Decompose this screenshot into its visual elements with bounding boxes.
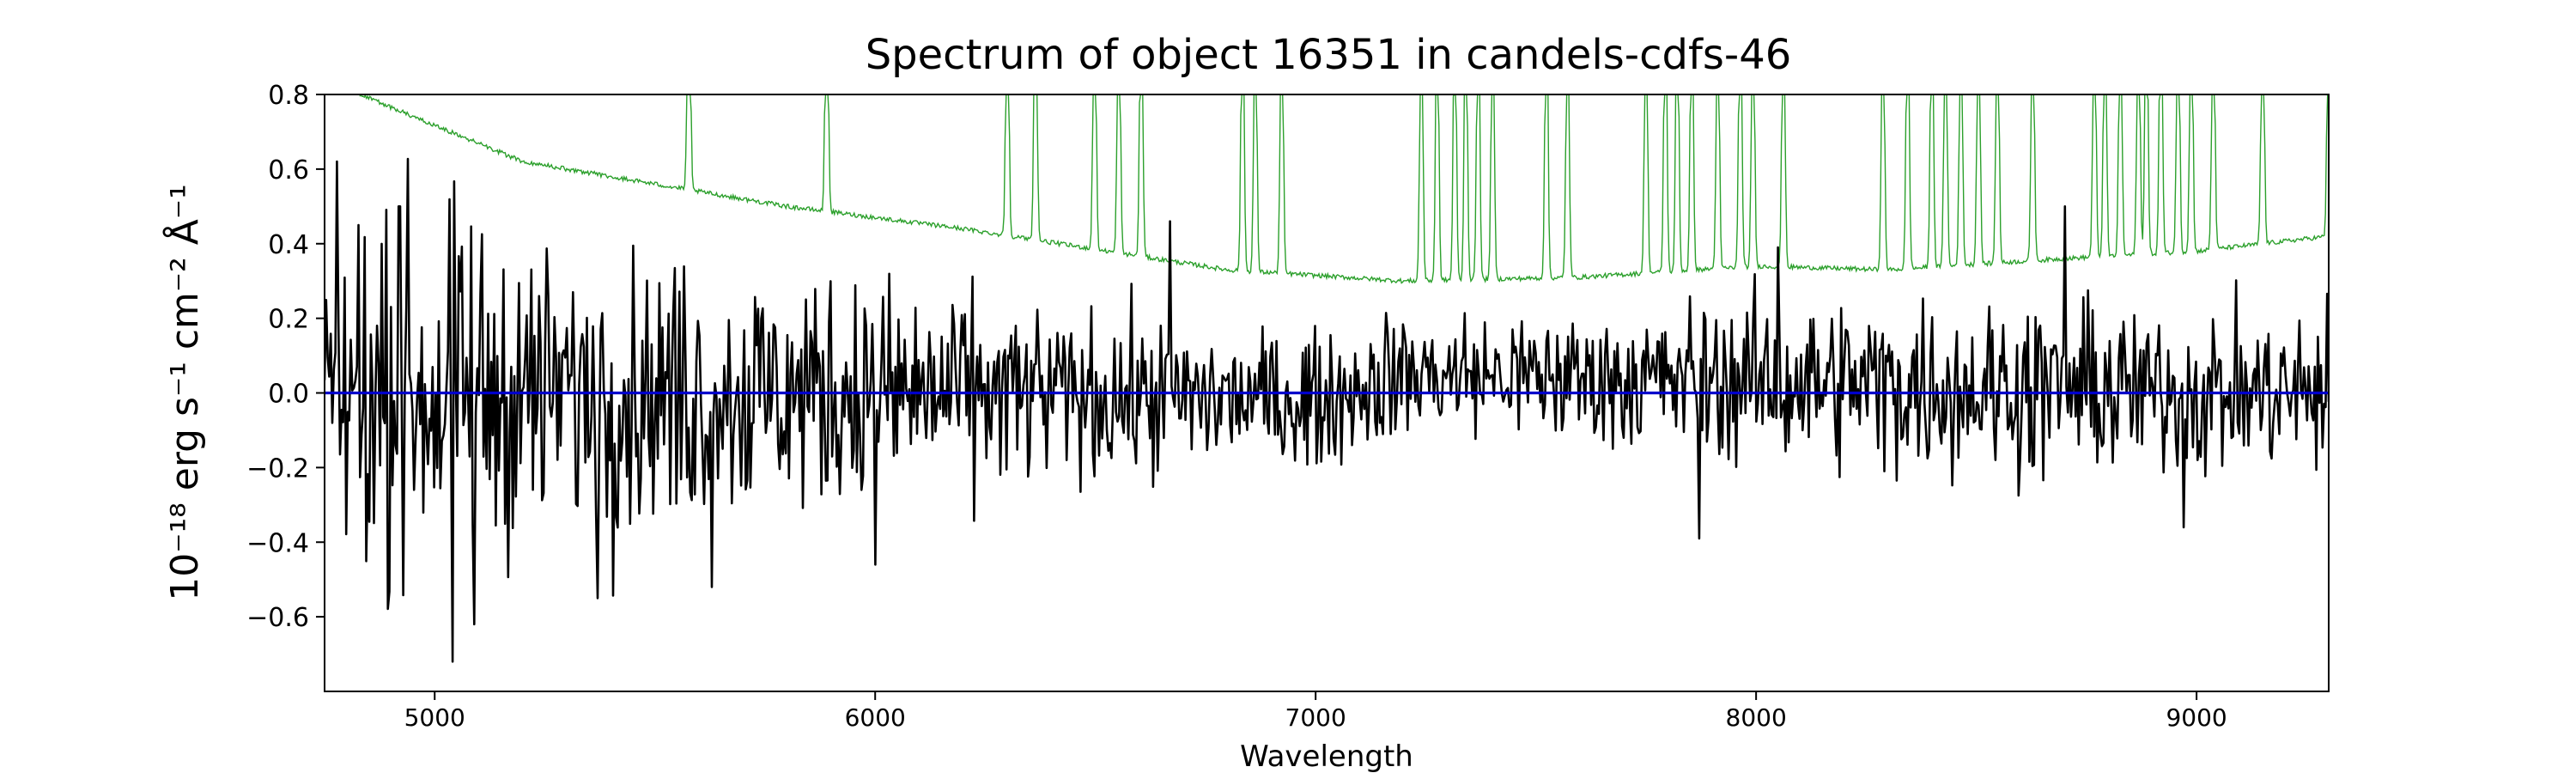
y-tick-label: −0.2: [246, 453, 309, 484]
y-tick-label: −0.6: [246, 603, 309, 633]
y-axis: −0.6 −0.4 −0.2 0.0 0.2 0.4 0.6 0.8: [246, 81, 325, 633]
chart-title: Spectrum of object 16351 in candels-cdfs…: [866, 31, 1792, 79]
y-tick-label: 0.0: [268, 380, 309, 410]
y-tick-label: −0.4: [246, 528, 309, 558]
x-tick-label: 5000: [404, 703, 465, 732]
y-tick-label: 0.4: [268, 230, 309, 260]
y-tick-label: 0.8: [268, 81, 309, 111]
plot-area: [325, 94, 2329, 663]
sky-spectrum-line: [359, 94, 2329, 284]
x-axis: 5000 6000 7000 8000 9000: [404, 691, 2227, 732]
x-tick-label: 8000: [1726, 703, 1787, 732]
y-tick-label: 0.2: [268, 305, 309, 335]
x-tick-label: 6000: [845, 703, 906, 732]
object-spectrum-line: [325, 157, 2329, 663]
x-tick-label: 7000: [1285, 703, 1346, 732]
x-axis-label: Wavelength: [1240, 740, 1413, 773]
x-tick-label: 9000: [2166, 703, 2227, 732]
y-tick-label: 0.6: [268, 155, 309, 186]
y-axis-label: 10⁻¹⁸ erg s⁻¹ cm⁻² Å⁻¹: [161, 184, 207, 600]
